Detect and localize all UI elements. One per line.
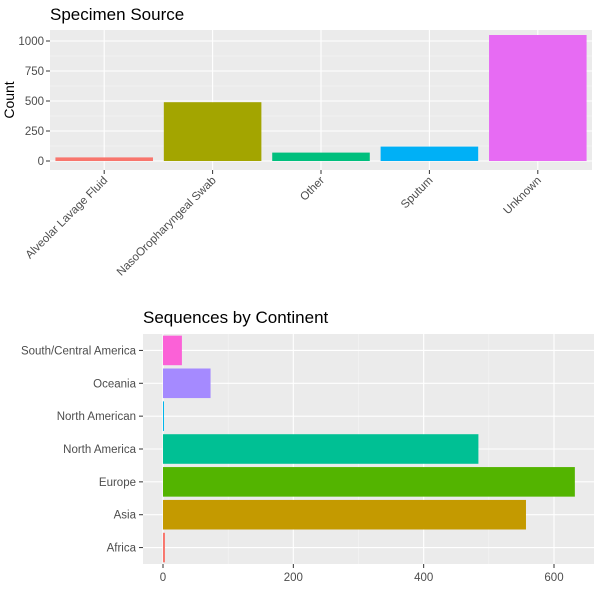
x-tick-label: 0 [160, 572, 166, 584]
sequences-by-continent-chart: Sequences by Continent Africa Asia Europe N… [21, 308, 594, 584]
bar [163, 467, 575, 497]
x-tick-label: Unknown [502, 175, 544, 217]
y-tick-label: North American [57, 411, 136, 423]
y-tick-label: 250 [25, 126, 44, 138]
chart-title: Specimen Source [50, 5, 184, 24]
bar [163, 499, 526, 530]
bars [163, 335, 575, 563]
y-tick-label: Asia [114, 510, 137, 522]
x-tick-label: NasoOropharyngeal Swab [115, 175, 219, 279]
x-tick-label: Alveolar Lavage Fluid [24, 175, 111, 262]
y-axis-ticks: Africa Asia Europe North America North Ameri… [21, 345, 143, 555]
x-axis-ticks: Alveolar Lavage Fluid NasoOropharyngeal S… [24, 170, 544, 279]
y-tick-label: Oceania [93, 378, 136, 390]
x-tick-label: Other [298, 175, 327, 204]
x-axis-ticks: 0 200 400 600 [160, 564, 564, 584]
x-tick-label: 400 [414, 572, 433, 584]
y-tick-label: Africa [107, 543, 137, 555]
bar [272, 152, 370, 161]
bar [163, 102, 262, 161]
y-tick-label: 750 [25, 66, 44, 78]
y-axis-title: Count [1, 81, 17, 118]
chart-title: Sequences by Continent [143, 308, 329, 327]
bar [163, 401, 164, 431]
bar [489, 35, 587, 161]
y-tick-label: Europe [99, 477, 136, 489]
x-tick-label: Sputum [399, 175, 436, 212]
y-tick-label: South/Central America [21, 345, 137, 357]
y-tick-label: 0 [38, 156, 44, 168]
y-axis-ticks: 0 250 500 750 1000 [18, 36, 50, 168]
y-tick-label: North America [63, 444, 136, 456]
bar [380, 146, 479, 161]
bars [55, 35, 587, 161]
x-tick-label: 600 [544, 572, 563, 584]
bar [163, 335, 182, 366]
x-tick-label: 200 [284, 572, 303, 584]
y-tick-label: 500 [25, 96, 44, 108]
bar [163, 368, 211, 399]
y-tick-label: 1000 [18, 36, 44, 48]
bar [55, 157, 153, 161]
bar [163, 532, 165, 563]
bar [163, 434, 479, 464]
specimen-source-chart: Specimen Source 0 250 500 750 1000 Alveolar … [1, 5, 592, 279]
